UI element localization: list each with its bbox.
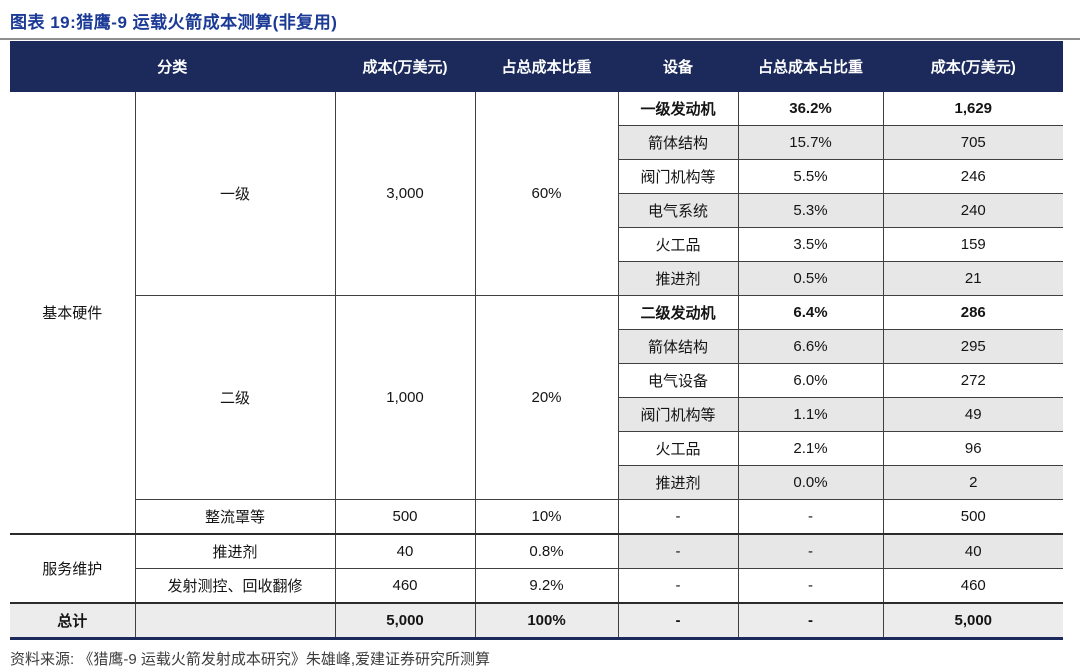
table-row: 火工品 3.5% 159 (10, 227, 1064, 262)
cell-device-cost: 286 (882, 295, 1064, 330)
cell-device: 阀门机构等 (617, 159, 739, 194)
cell-dash: - (737, 568, 884, 604)
cell-device: 电气系统 (617, 193, 739, 228)
header-category: 分类 (9, 40, 336, 92)
cell-stage2-share: 20% (474, 295, 619, 500)
cell-dash: - (617, 602, 739, 640)
cell-launch-ops-cost: 460 (334, 568, 476, 604)
cell-stage1-share: 60% (474, 91, 619, 296)
cell-device-share: 0.5% (737, 261, 884, 296)
cell-launch-ops: 发射测控、回收翻修 (134, 568, 336, 604)
header-row: 分类 成本(万美元) 占总成本比重 设备 占总成本占比重 成本(万美元) (9, 40, 1064, 92)
cell-device-share: 6.0% (737, 363, 884, 398)
header-cost-right: 成本(万美元) (882, 40, 1064, 92)
table-row: 电气系统 5.3% 240 (10, 193, 1064, 228)
cell-stage2-cost: 1,000 (334, 295, 476, 500)
table-row: 服务维护 推进剂 40 0.8% - - 40 (9, 533, 1064, 604)
cell-device: 一级发动机 (617, 91, 739, 126)
cell-device-cost: 272 (882, 363, 1064, 398)
cell-device-share: 6.4% (737, 295, 884, 330)
cell-device-share: 1.1% (737, 397, 884, 432)
cell-device-cost: 295 (882, 329, 1064, 364)
cell-device: 阀门机构等 (617, 397, 739, 432)
cell-total-label: 总计 (9, 602, 136, 640)
table-row: 阀门机构等 1.1% 49 (10, 397, 1064, 432)
cell-device-cost: 500 (882, 499, 1064, 535)
cell-section-basic-hardware: 基本硬件 (9, 91, 136, 535)
cost-table: 分类 成本(万美元) 占总成本比重 设备 占总成本占比重 成本(万美元) 基本硬… (9, 40, 1064, 640)
cell-device-cost: 40 (882, 533, 1064, 569)
cell-dash: - (737, 602, 884, 640)
cell-device-cost: 705 (882, 125, 1064, 160)
cell-device-cost: 1,629 (882, 91, 1064, 126)
cell-device-share: 5.3% (737, 193, 884, 228)
title-divider (0, 38, 1080, 40)
figure-title: 图表 19:猎鹰-9 运载火箭成本测算(非复用) (10, 13, 338, 32)
table-row: 阀门机构等 5.5% 246 (10, 159, 1064, 194)
cell-stage1-cost: 3,000 (334, 91, 476, 296)
cell-device-cost: 21 (882, 261, 1064, 296)
cell-stage2: 二级 (134, 295, 336, 500)
cell-device: 箭体结构 (617, 329, 739, 364)
header-cost-left: 成本(万美元) (334, 40, 476, 92)
header-share-right: 占总成本占比重 (737, 40, 884, 92)
cell-stage1: 一级 (134, 91, 336, 296)
table-row: 整流罩等 500 10% - - 500 (10, 499, 1064, 535)
header-share-left: 占总成本比重 (474, 40, 619, 92)
cell-fairing: 整流罩等 (134, 499, 336, 535)
table-row: 箭体结构 15.7% 705 (10, 125, 1064, 160)
cell-device-cost: 460 (882, 568, 1064, 604)
cell-device-cost: 96 (882, 431, 1064, 466)
cell-device: 推进剂 (617, 465, 739, 500)
header-device: 设备 (617, 40, 739, 92)
cell-device-share: 6.6% (737, 329, 884, 364)
cell-empty (134, 602, 336, 640)
cell-device-share: 5.5% (737, 159, 884, 194)
table-row: 箭体结构 6.6% 295 (10, 329, 1064, 364)
cell-device-cost: 159 (882, 227, 1064, 262)
cell-dash: - (737, 499, 884, 535)
cell-device-share: 36.2% (737, 91, 884, 126)
cell-device-cost: 246 (882, 159, 1064, 194)
table-row: 发射测控、回收翻修 460 9.2% - - 460 (10, 568, 1064, 604)
cell-device: 箭体结构 (617, 125, 739, 160)
cell-fairing-share: 10% (474, 499, 619, 535)
cell-propellant-share: 0.8% (474, 533, 619, 569)
table-row: 二级 1,000 20% 二级发动机 6.4% 286 (10, 295, 1064, 500)
total-row: 总计 5,000 100% - - 5,000 (9, 602, 1064, 640)
cell-device-cost: 49 (882, 397, 1064, 432)
cell-launch-ops-share: 9.2% (474, 568, 619, 604)
cell-device: 推进剂 (617, 261, 739, 296)
source-note: 资料来源: 《猎鹰-9 运载火箭发射成本研究》朱雄峰,爱建证券研究所测算 (10, 651, 491, 668)
cell-fairing-cost: 500 (334, 499, 476, 535)
cell-device-share: 0.0% (737, 465, 884, 500)
cell-device: 火工品 (617, 227, 739, 262)
cell-dash: - (617, 499, 739, 535)
cell-device-share: 2.1% (737, 431, 884, 466)
cell-device: 火工品 (617, 431, 739, 466)
table-row: 推进剂 0.5% 21 (10, 261, 1064, 296)
cell-propellant-cost: 40 (334, 533, 476, 569)
cell-dash: - (617, 533, 739, 569)
cell-dash: - (737, 533, 884, 569)
cell-total-cost: 5,000 (334, 602, 476, 640)
table-row: 基本硬件 一级 3,000 60% 一级发动机 36.2% 1,629 (9, 91, 1064, 535)
cell-device-cost: 240 (882, 193, 1064, 228)
cell-dash: - (617, 568, 739, 604)
cell-device: 电气设备 (617, 363, 739, 398)
cell-total-share: 100% (474, 602, 619, 640)
cell-propellant: 推进剂 (134, 533, 336, 569)
cell-section-service: 服务维护 (9, 533, 136, 604)
cell-device-share: 15.7% (737, 125, 884, 160)
cell-total-device-cost: 5,000 (882, 602, 1064, 640)
cell-device-cost: 2 (882, 465, 1064, 500)
cell-device-share: 3.5% (737, 227, 884, 262)
cell-device: 二级发动机 (617, 295, 739, 330)
table-row: 推进剂 0.0% 2 (10, 465, 1064, 500)
table-row: 电气设备 6.0% 272 (10, 363, 1064, 398)
